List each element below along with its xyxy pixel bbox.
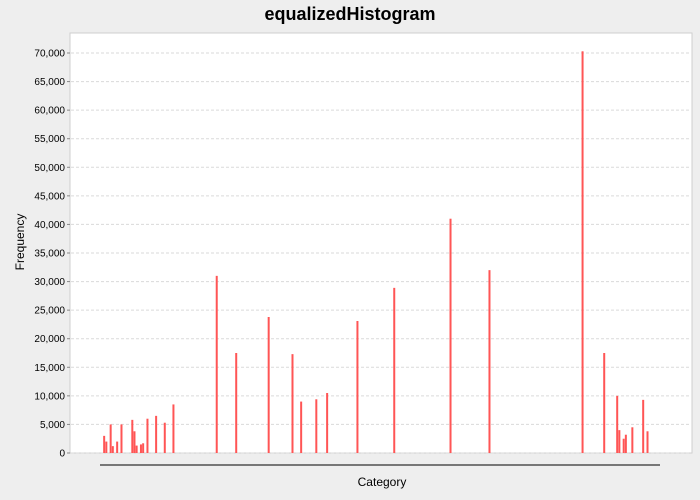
histogram-bar [120, 424, 123, 453]
x-axis-label: Category [358, 475, 407, 489]
histogram-bar [116, 441, 119, 453]
histogram-bar [215, 275, 218, 453]
histogram-bar [488, 270, 491, 453]
histogram-bar [139, 444, 142, 453]
histogram-bar [163, 422, 166, 453]
histogram-bar [133, 431, 136, 453]
histogram-bar [235, 353, 238, 453]
y-tick-label: 30,000 [34, 277, 65, 288]
histogram-bar [300, 401, 303, 453]
histogram-bar [618, 430, 621, 453]
histogram-bar [103, 435, 106, 453]
grid-lines [71, 52, 691, 454]
histogram-bar [146, 418, 149, 453]
y-tick-label: 25,000 [34, 306, 65, 317]
chart-title: equalizedHistogram [264, 4, 435, 24]
histogram-bar [326, 393, 329, 453]
y-tick-label: 20,000 [34, 334, 65, 345]
y-tick-label: 0 [59, 449, 65, 460]
histogram-bar [172, 404, 175, 453]
histogram-bar [131, 419, 134, 453]
y-tick-label: 60,000 [34, 106, 65, 117]
y-tick-label: 70,000 [34, 49, 65, 60]
histogram-bar [616, 395, 619, 453]
histogram-bar [581, 51, 584, 453]
bar-series [103, 51, 649, 453]
histogram-bar [356, 321, 359, 453]
y-tick-label: 35,000 [34, 249, 65, 260]
y-tick-label: 5,000 [40, 420, 65, 431]
histogram-bar [155, 415, 158, 453]
histogram-bar [603, 353, 606, 453]
y-tick-label: 10,000 [34, 391, 65, 402]
histogram-bar [105, 441, 108, 453]
y-tick-label: 55,000 [34, 134, 65, 145]
histogram-bar [624, 434, 627, 453]
histogram-bar [642, 399, 645, 453]
y-tick-label: 65,000 [34, 77, 65, 88]
y-axis-ticks: 0 5,000 10,000 15,000 20,000 25,000 30,000 35,0… [34, 49, 70, 460]
histogram-bar [109, 424, 112, 453]
y-axis-label: Frequency [13, 214, 27, 271]
y-tick-label: 50,000 [34, 163, 65, 174]
histogram-bar [135, 445, 138, 453]
histogram-bar [291, 354, 294, 453]
y-tick-label: 45,000 [34, 191, 65, 202]
histogram-bar [646, 431, 649, 453]
histogram-bar [111, 446, 114, 453]
histogram-bar [631, 427, 634, 453]
histogram-bar [449, 218, 452, 453]
histogram-bar [622, 438, 625, 453]
y-tick-label: 15,000 [34, 363, 65, 374]
histogram-bar [142, 443, 145, 453]
histogram-bar [267, 317, 270, 453]
histogram-bar [393, 287, 396, 453]
y-tick-label: 40,000 [34, 220, 65, 231]
histogram-bar [315, 399, 318, 453]
plot-area [69, 32, 693, 454]
